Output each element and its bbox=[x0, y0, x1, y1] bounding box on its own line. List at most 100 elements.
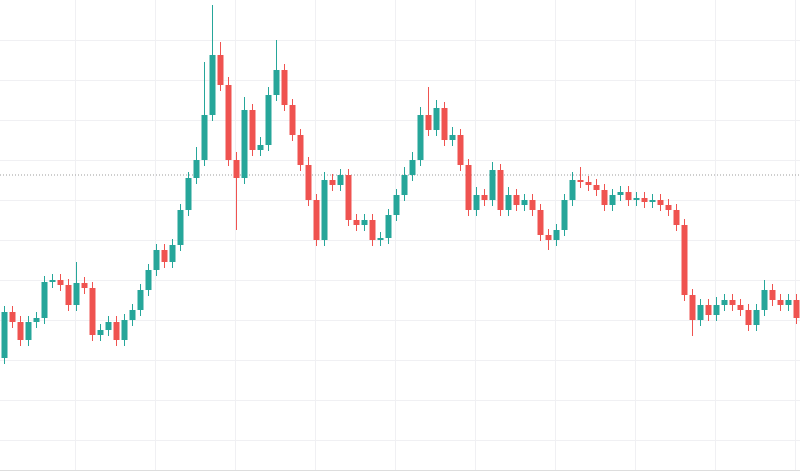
candle-body bbox=[649, 200, 656, 202]
candle-body bbox=[161, 250, 168, 262]
candle-body bbox=[561, 200, 568, 230]
candle-body bbox=[537, 210, 544, 235]
candle-body bbox=[497, 170, 504, 210]
candle-body bbox=[753, 310, 760, 325]
candle-body bbox=[121, 320, 128, 340]
candle-body bbox=[273, 70, 280, 95]
candle-body bbox=[49, 280, 56, 282]
candle-body bbox=[777, 300, 784, 305]
candle-body bbox=[345, 175, 352, 220]
candle-body bbox=[737, 305, 744, 310]
candle-body bbox=[481, 195, 488, 200]
candle-body bbox=[289, 105, 296, 135]
candle-body bbox=[673, 210, 680, 225]
candle-body bbox=[721, 300, 728, 305]
candle-body bbox=[153, 250, 160, 270]
candle-body bbox=[425, 115, 432, 130]
candle-body bbox=[65, 285, 72, 305]
candle-body bbox=[409, 160, 416, 175]
candle-body bbox=[1, 312, 8, 358]
candle-body bbox=[305, 165, 312, 200]
candle-body bbox=[97, 330, 104, 335]
candle-body bbox=[9, 312, 16, 322]
candle-body bbox=[529, 200, 536, 210]
candle-body bbox=[681, 225, 688, 295]
candle-body bbox=[393, 195, 400, 215]
candle-body bbox=[377, 238, 384, 240]
candle-body bbox=[113, 322, 120, 340]
candle-body bbox=[457, 135, 464, 165]
candle-body bbox=[513, 195, 520, 205]
candle-body bbox=[321, 180, 328, 240]
candle-body bbox=[609, 195, 616, 205]
candle-body bbox=[505, 195, 512, 210]
candle-body bbox=[601, 190, 608, 205]
candle-body bbox=[233, 160, 240, 178]
candle-body bbox=[81, 283, 88, 288]
candle-body bbox=[585, 182, 592, 185]
candle-body bbox=[329, 180, 336, 185]
candle-body bbox=[745, 310, 752, 325]
candle-body bbox=[353, 220, 360, 225]
candle-body bbox=[489, 170, 496, 200]
candle-body bbox=[137, 290, 144, 310]
candle-body bbox=[593, 185, 600, 190]
candle-body bbox=[385, 215, 392, 238]
candle-body bbox=[265, 95, 272, 145]
candle-body bbox=[201, 115, 208, 160]
candle-body bbox=[337, 175, 344, 185]
candle-body bbox=[105, 322, 112, 330]
candle-body bbox=[361, 220, 368, 225]
candle-body bbox=[169, 245, 176, 262]
candle-body bbox=[17, 322, 24, 340]
candle-body bbox=[241, 110, 248, 178]
candle-body bbox=[793, 300, 800, 318]
candle-body bbox=[145, 270, 152, 290]
candle-body bbox=[553, 230, 560, 240]
candle-body bbox=[617, 192, 624, 195]
candle-body bbox=[769, 290, 776, 300]
candle-body bbox=[313, 200, 320, 240]
candle-body bbox=[657, 200, 664, 205]
candle-body bbox=[185, 178, 192, 210]
candle-body bbox=[761, 290, 768, 310]
candle-body bbox=[633, 198, 640, 200]
candle-body bbox=[441, 108, 448, 140]
candle-body bbox=[209, 55, 216, 115]
candle-body bbox=[521, 200, 528, 205]
candle-body bbox=[641, 198, 648, 202]
candle-body bbox=[89, 288, 96, 335]
candle-body bbox=[697, 305, 704, 320]
candle-body bbox=[449, 135, 456, 140]
candle-body bbox=[465, 165, 472, 210]
candle-body bbox=[665, 205, 672, 210]
candle-body bbox=[713, 305, 720, 315]
candle-body bbox=[689, 295, 696, 320]
candle-body bbox=[129, 310, 136, 320]
candle-body bbox=[41, 282, 48, 318]
candle-body bbox=[473, 195, 480, 210]
candle-body bbox=[177, 210, 184, 245]
candle-body bbox=[401, 175, 408, 195]
candle-body bbox=[225, 85, 232, 160]
candle-body bbox=[569, 180, 576, 200]
candle-body bbox=[57, 280, 64, 285]
candle-body bbox=[705, 305, 712, 315]
candle-body bbox=[33, 318, 40, 322]
candle-body bbox=[193, 160, 200, 178]
candle-body bbox=[73, 283, 80, 305]
candle-body bbox=[417, 115, 424, 160]
candle-body bbox=[249, 110, 256, 150]
candle-body bbox=[785, 300, 792, 305]
candle-body bbox=[369, 220, 376, 240]
candle-body bbox=[281, 70, 288, 105]
candle-body bbox=[433, 108, 440, 130]
candle-body bbox=[297, 135, 304, 165]
candle-body bbox=[577, 180, 584, 182]
candle-body bbox=[257, 145, 264, 150]
candle-body bbox=[25, 322, 32, 340]
candle-body bbox=[625, 192, 632, 200]
candle-body bbox=[545, 235, 552, 240]
